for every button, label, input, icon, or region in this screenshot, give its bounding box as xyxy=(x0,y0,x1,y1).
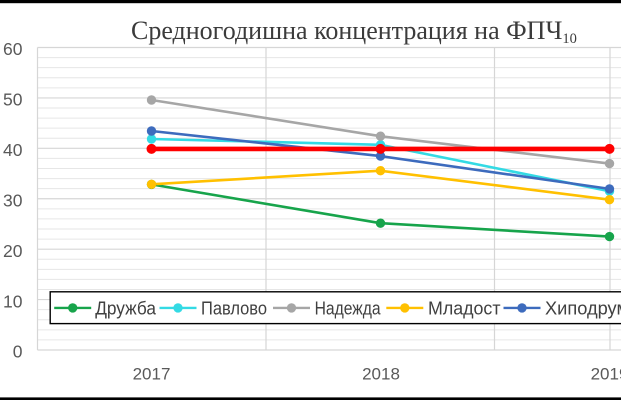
svg-text:0: 0 xyxy=(13,342,23,362)
svg-text:30: 30 xyxy=(3,191,23,211)
svg-text:Дружба: Дружба xyxy=(95,299,157,319)
svg-text:Надежда: Надежда xyxy=(315,299,382,319)
svg-text:2018: 2018 xyxy=(362,364,400,383)
svg-text:Средногодишна концентрация на: Средногодишна концентрация на ФПЧ10 xyxy=(131,16,577,47)
svg-text:60: 60 xyxy=(3,39,23,59)
svg-text:40: 40 xyxy=(3,140,23,160)
svg-text:Хиподрум: Хиподрум xyxy=(545,299,621,319)
svg-text:Павлово: Павлово xyxy=(201,299,267,319)
svg-text:50: 50 xyxy=(3,90,23,110)
svg-text:2017: 2017 xyxy=(133,364,171,383)
svg-text:2019: 2019 xyxy=(591,364,621,383)
svg-text:Младост: Младост xyxy=(428,299,501,319)
svg-text:20: 20 xyxy=(3,241,23,261)
svg-text:10: 10 xyxy=(3,291,23,311)
